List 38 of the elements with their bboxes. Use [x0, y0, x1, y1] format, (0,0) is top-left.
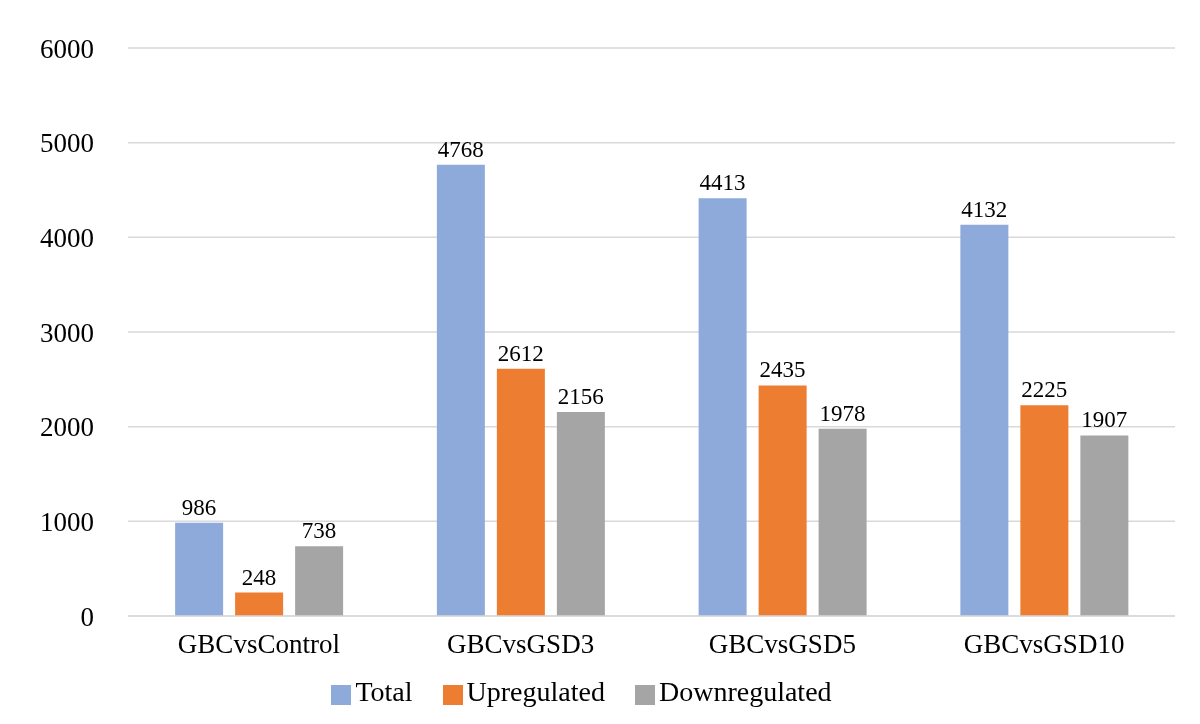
x-tick-label: GBCvsControl — [177, 629, 340, 660]
y-tick-label: 6000 — [40, 33, 94, 64]
legend-label: Upregulated — [466, 676, 605, 707]
y-tick-label: 1000 — [40, 506, 94, 537]
legend-label: Total — [355, 676, 413, 707]
data-label: 4413 — [699, 170, 746, 196]
data-label: 2612 — [497, 340, 544, 366]
data-label: 4768 — [437, 136, 484, 162]
x-tick-label: GBCvsGSD3 — [447, 629, 595, 660]
data-label: 4132 — [961, 196, 1008, 222]
data-label: 1978 — [819, 400, 866, 426]
data-label: 2225 — [1021, 377, 1068, 403]
legend-label: Downregulated — [658, 676, 832, 707]
y-tick-label: 5000 — [40, 128, 94, 159]
bar — [1020, 405, 1069, 616]
bar — [436, 164, 485, 616]
data-label: 248 — [241, 564, 277, 590]
bar — [698, 198, 747, 616]
data-label: 2156 — [557, 383, 604, 409]
bar — [556, 411, 605, 616]
data-label: 738 — [301, 518, 337, 544]
bar — [1080, 435, 1129, 616]
data-label: 2435 — [759, 357, 806, 383]
bar — [818, 428, 867, 616]
y-tick-label: 3000 — [40, 317, 94, 348]
bar — [496, 368, 545, 616]
y-tick-label: 0 — [80, 601, 94, 632]
x-tick-label: GBCvsGSD5 — [708, 629, 856, 660]
data-label: 986 — [181, 494, 217, 520]
bar — [758, 385, 807, 616]
bar — [235, 592, 284, 616]
y-tick-label: 4000 — [40, 222, 94, 253]
bar — [175, 522, 224, 616]
bar — [960, 224, 1009, 616]
bar — [295, 546, 344, 616]
x-tick-label: GBCvsGSD10 — [963, 629, 1125, 660]
y-tick-label: 2000 — [40, 412, 94, 443]
data-label: 1907 — [1081, 407, 1128, 433]
